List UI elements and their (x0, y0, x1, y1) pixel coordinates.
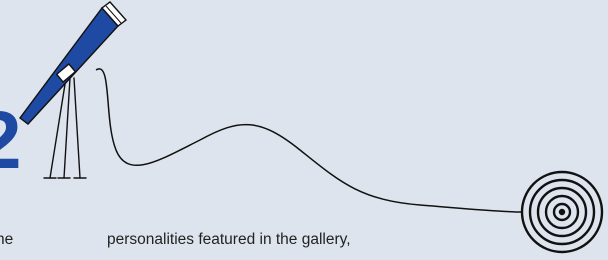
page: 2 he personalities featured in the galle… (0, 0, 608, 260)
paragraph-fragment: he (0, 232, 13, 248)
cable (96, 69, 522, 212)
spiral-target (522, 172, 602, 252)
step-number: 2 (0, 100, 22, 182)
telescope (20, 2, 126, 124)
paragraph-line: personalities featured in the gallery, (107, 232, 351, 248)
illustration (0, 0, 608, 260)
